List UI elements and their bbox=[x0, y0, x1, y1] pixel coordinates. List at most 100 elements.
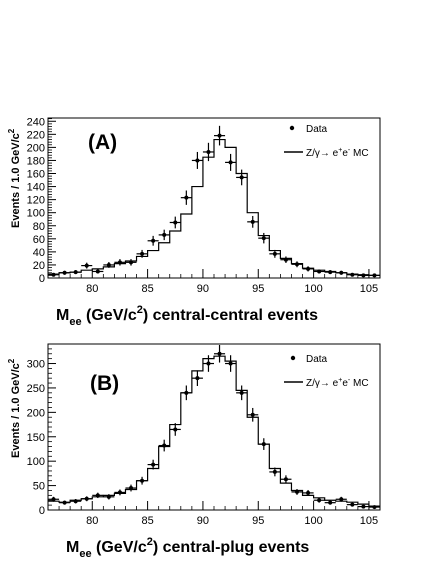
panel-b-data-point bbox=[125, 484, 137, 492]
panel-b-x-ticks: 80 85 90 95 100 105 bbox=[47, 501, 381, 527]
panel-a-data-point bbox=[280, 256, 292, 263]
panel-b-data-point bbox=[70, 499, 82, 504]
panel-b-label: (B) bbox=[90, 372, 119, 395]
panel-b-y-tick-label: 150 bbox=[27, 432, 45, 444]
data-marker bbox=[317, 498, 322, 503]
data-marker bbox=[239, 390, 244, 395]
panel-b-legend-mc-label: Z/γ→ e+e- MC bbox=[306, 377, 369, 389]
data-marker bbox=[162, 232, 167, 237]
data-marker bbox=[129, 486, 133, 491]
panel-a-y-tick-label: 40 bbox=[33, 247, 45, 259]
panel-b-data-point bbox=[81, 496, 93, 502]
data-marker bbox=[239, 175, 244, 180]
panel-a-legend: Data Z/γ→ e+e- MC bbox=[284, 124, 369, 159]
data-marker bbox=[62, 270, 67, 275]
panel-a-y-tick-label: 140 bbox=[27, 182, 45, 194]
data-marker bbox=[162, 443, 167, 448]
panel-a-data-point bbox=[70, 270, 82, 275]
panel-b-data-point bbox=[346, 502, 358, 507]
panel-a-data-point bbox=[269, 249, 281, 258]
panel-a-legend-data-marker bbox=[289, 125, 295, 131]
panel-b-data-point bbox=[236, 385, 248, 401]
panel-a-data-point bbox=[81, 262, 93, 269]
data-marker bbox=[129, 260, 133, 265]
panel-a-y-tick-label: 160 bbox=[27, 169, 45, 181]
panel-b-data-point bbox=[59, 500, 71, 505]
data-marker bbox=[73, 499, 78, 504]
panel-b-data-point bbox=[258, 438, 270, 450]
data-marker bbox=[328, 500, 333, 505]
panel-b-data-point bbox=[158, 439, 170, 452]
panel-a-label: (A) bbox=[88, 131, 117, 154]
panel-b-data-point bbox=[368, 505, 380, 510]
panel-b-data-point bbox=[291, 489, 303, 495]
panel-b-x-tick-label: 90 bbox=[197, 515, 209, 527]
data-marker bbox=[350, 272, 355, 277]
data-marker bbox=[95, 269, 100, 274]
data-marker bbox=[51, 272, 56, 277]
panel-a-data-point bbox=[136, 249, 148, 258]
data-marker bbox=[283, 477, 288, 482]
data-marker bbox=[295, 489, 299, 494]
panel-a-y-tick-label: 120 bbox=[27, 195, 45, 207]
data-marker bbox=[195, 158, 200, 163]
panel-b-y-tick-label: 100 bbox=[27, 456, 45, 468]
panel-a-data-point bbox=[346, 272, 358, 277]
panel-b-y-tick-label: 0 bbox=[39, 505, 45, 517]
data-marker bbox=[306, 266, 311, 271]
panel-a-x-tick-label: 80 bbox=[86, 283, 98, 295]
panel-b-data-point bbox=[202, 355, 214, 372]
panel-b-data-point bbox=[214, 344, 226, 363]
panel-a-data-point bbox=[48, 272, 60, 277]
panel-b-x-axis-title: Mee (GeV/c2) central-plug events bbox=[66, 536, 309, 560]
panel-a-data-point bbox=[114, 259, 126, 266]
panel-b-x-tick-label: 85 bbox=[141, 515, 153, 527]
panel-a-data-point bbox=[247, 215, 259, 228]
panel-b-y-tick-label: 200 bbox=[27, 407, 45, 419]
panel-a-data-point bbox=[258, 232, 270, 244]
panel-a-y-tick-label: 180 bbox=[27, 155, 45, 167]
panel-b-data-point bbox=[324, 500, 336, 505]
data-marker bbox=[228, 361, 233, 366]
data-marker bbox=[151, 462, 156, 467]
panel-a-data-point bbox=[214, 125, 226, 146]
panel-b-data-point bbox=[280, 475, 292, 484]
panel-a-data-point bbox=[147, 235, 159, 246]
panel-a-data-point bbox=[236, 169, 248, 186]
panel-b-data-point bbox=[147, 459, 159, 470]
data-marker bbox=[217, 351, 222, 356]
panel-b-data-point bbox=[302, 489, 314, 496]
panel-a-data-point bbox=[357, 273, 369, 278]
panel-a-data-point bbox=[324, 270, 336, 275]
panel-a-y-tick-label: 60 bbox=[33, 234, 45, 246]
data-marker bbox=[339, 270, 344, 275]
panel-a-y-axis-title: Events / 1.0 GeV/c2 bbox=[7, 128, 22, 228]
panel-b: 0 50 100 150 200 250 300 80 85 90 95 100 105 (B) Da… bbox=[7, 343, 381, 560]
data-marker bbox=[117, 260, 122, 265]
data-marker bbox=[184, 390, 189, 395]
data-marker bbox=[140, 251, 145, 256]
data-marker bbox=[250, 412, 255, 417]
data-marker bbox=[173, 220, 178, 225]
panel-b-data-point bbox=[114, 489, 126, 496]
panel-a-data-point bbox=[202, 142, 214, 162]
data-marker bbox=[272, 469, 277, 474]
data-marker bbox=[106, 494, 111, 499]
panel-b-data-point bbox=[92, 492, 104, 499]
panel-a-data-points bbox=[48, 125, 380, 278]
data-marker bbox=[328, 270, 333, 275]
panel-a-y-tick-label: 220 bbox=[27, 129, 45, 141]
data-marker bbox=[84, 496, 89, 501]
data-marker bbox=[95, 493, 100, 498]
data-marker bbox=[84, 263, 89, 268]
data-marker bbox=[250, 219, 255, 224]
data-marker bbox=[106, 262, 111, 267]
data-marker bbox=[261, 442, 266, 447]
panel-a-x-tick-label: 85 bbox=[141, 283, 153, 295]
panel-a-y-tick-label: 200 bbox=[27, 142, 45, 154]
data-marker bbox=[117, 490, 122, 495]
panel-b-x-tick-label: 80 bbox=[86, 515, 98, 527]
data-marker bbox=[206, 361, 211, 366]
